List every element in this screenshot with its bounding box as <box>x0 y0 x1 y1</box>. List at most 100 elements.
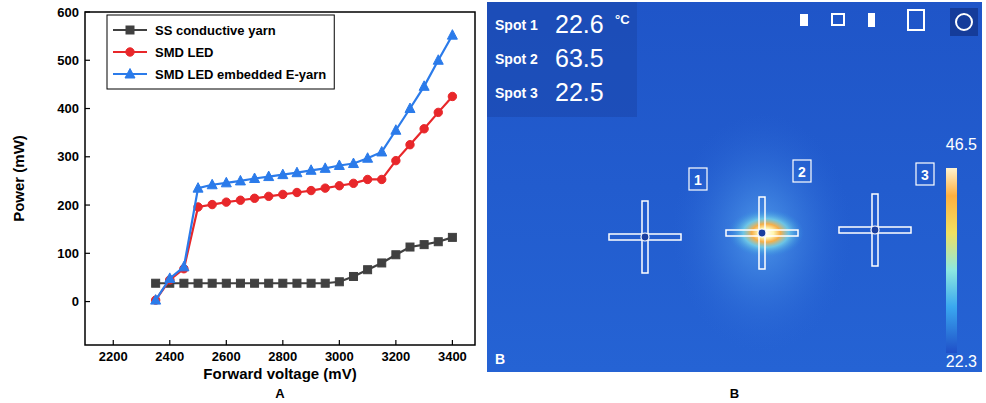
x-tick <box>395 340 396 345</box>
point <box>265 279 273 287</box>
point <box>278 169 288 179</box>
point <box>392 251 400 259</box>
y-tick-label: 600 <box>57 5 79 20</box>
point <box>208 279 216 287</box>
hot-spot <box>728 209 804 257</box>
point <box>378 175 386 183</box>
icon <box>868 13 875 27</box>
x-tick <box>282 340 283 345</box>
legend-box <box>107 15 334 89</box>
reading-value: 22.6 <box>555 10 604 38</box>
y-tick <box>85 301 90 302</box>
point <box>250 194 258 202</box>
legend-marker <box>126 48 134 56</box>
point <box>335 182 343 190</box>
y-tick <box>85 108 90 109</box>
panel-label: B <box>730 386 739 401</box>
crosshair <box>839 194 911 266</box>
point <box>320 163 330 173</box>
series-line <box>156 237 453 283</box>
x-tick-label: 3200 <box>381 349 410 364</box>
x-tick-label: 2600 <box>212 349 241 364</box>
point <box>419 81 429 91</box>
y-tick <box>85 204 90 205</box>
point <box>251 279 259 287</box>
point <box>292 167 302 177</box>
x-tick-label: 3400 <box>438 349 467 364</box>
marker-label: 3 <box>921 167 929 183</box>
legend: SS conductive yarnSMD LEDSMD LED embedde… <box>107 15 334 89</box>
x-tick-label: 2800 <box>268 349 297 364</box>
point <box>179 261 189 271</box>
x-axis-title: Forward voltage (mV) <box>203 365 356 382</box>
point <box>264 192 272 200</box>
point <box>334 160 344 170</box>
y-axis-title: Power (mW) <box>10 135 27 222</box>
point <box>363 175 371 183</box>
point <box>250 173 260 183</box>
point <box>180 279 188 287</box>
legend-marker <box>126 26 134 34</box>
x-tick <box>226 340 227 345</box>
point <box>392 156 400 164</box>
heat-glow <box>672 113 852 353</box>
x-tick-label: 2200 <box>99 349 128 364</box>
readout-shade <box>487 2 637 117</box>
unit-label: °C <box>615 12 630 27</box>
point <box>152 279 160 287</box>
scale-min: 22.3 <box>946 353 977 370</box>
point <box>264 171 274 181</box>
y-tick-label: 100 <box>57 246 79 261</box>
cross-center <box>641 233 649 241</box>
marker-label: 2 <box>798 164 806 180</box>
crosshair <box>726 197 798 269</box>
marker-label: 1 <box>694 172 702 188</box>
x-tick-label: 3000 <box>325 349 354 364</box>
legend-label: SMD LED embedded E-yarn <box>155 67 326 82</box>
icon <box>800 14 808 26</box>
cross-h <box>839 227 911 233</box>
point <box>293 188 301 196</box>
point <box>406 243 414 251</box>
plot-frame <box>85 12 475 345</box>
scale-max: 46.5 <box>946 136 977 153</box>
image-background <box>487 2 982 372</box>
point <box>194 279 202 287</box>
y-tick-label: 0 <box>72 294 79 309</box>
cross-center <box>758 229 766 237</box>
y-tick-label: 500 <box>57 53 79 68</box>
marker-box <box>793 160 811 182</box>
y-tick <box>85 253 90 254</box>
point <box>420 125 428 133</box>
point <box>348 158 358 168</box>
point <box>221 177 231 187</box>
point <box>307 186 315 194</box>
point <box>208 200 216 208</box>
point <box>349 179 357 187</box>
icon <box>950 8 978 36</box>
point <box>434 108 442 116</box>
series-line <box>156 96 453 300</box>
point <box>363 153 373 163</box>
panel-label: A <box>275 386 285 401</box>
series <box>151 30 458 304</box>
point <box>378 259 386 267</box>
point <box>335 278 343 286</box>
y-tick-label: 400 <box>57 101 79 116</box>
y-tick <box>85 60 90 61</box>
point <box>306 165 316 175</box>
point <box>405 103 415 113</box>
x-tick-label: 2400 <box>155 349 184 364</box>
point <box>447 30 457 40</box>
point <box>364 266 372 274</box>
point <box>193 183 203 193</box>
point <box>236 196 244 204</box>
image-corner-label: B <box>495 351 505 367</box>
legend-label: SMD LED <box>155 45 214 60</box>
series <box>152 233 457 287</box>
y-tick-label: 200 <box>57 198 79 213</box>
point <box>377 146 387 156</box>
x-tick <box>113 340 114 345</box>
icon <box>832 14 844 25</box>
point <box>236 279 244 287</box>
